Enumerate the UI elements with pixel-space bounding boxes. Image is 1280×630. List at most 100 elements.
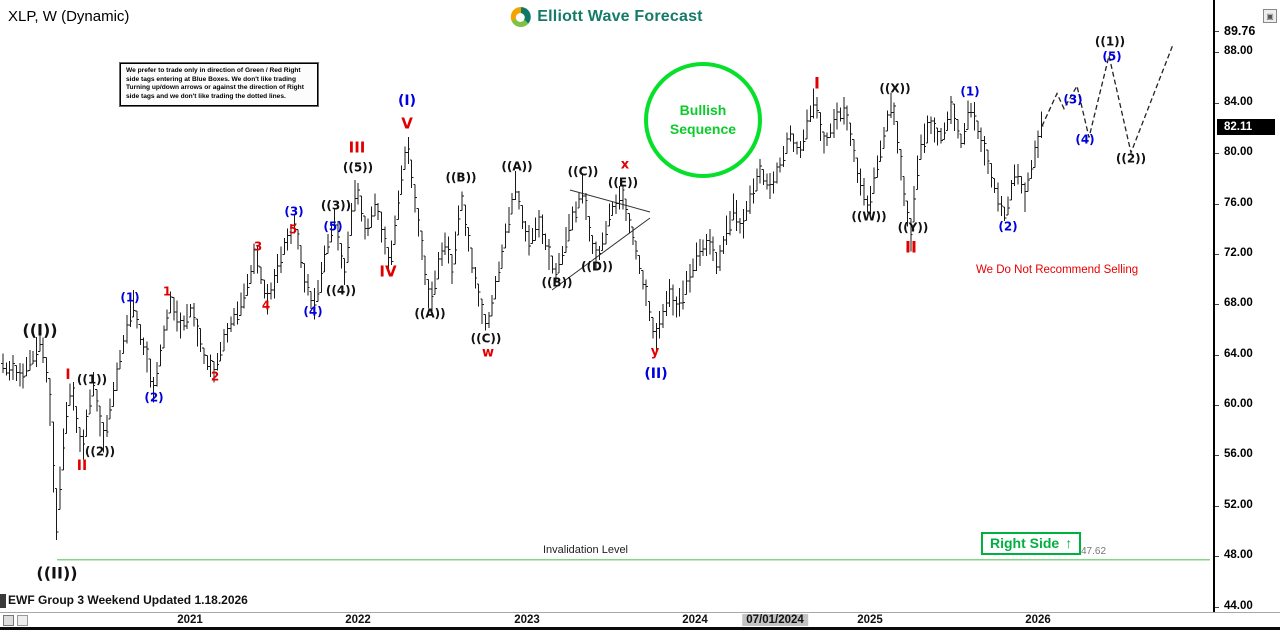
wave-label[interactable]: (II) — [644, 366, 667, 382]
chart-canvas[interactable]: ((I))((II))I ((1))II((2))(1) 1(2)234(3)5(4… — [0, 0, 1213, 612]
wave-label[interactable]: y — [651, 345, 660, 360]
wave-label[interactable]: 3 — [254, 240, 262, 254]
wave-label[interactable]: ((1)) — [1095, 35, 1125, 49]
wave-label[interactable]: (1) — [960, 85, 979, 99]
current-price-tag: 82.11 — [1217, 119, 1275, 135]
wave-label[interactable]: ((II)) — [36, 564, 77, 583]
update-note: EWF Group 3 Weekend Updated 1.18.2026 — [8, 593, 248, 607]
wave-label[interactable]: ((W)) — [851, 210, 886, 224]
wave-label[interactable]: V — [401, 115, 413, 133]
price-axis-label: 80.00 — [1224, 146, 1253, 158]
price-axis-tick — [1215, 506, 1219, 507]
chart-area[interactable]: ((I)) ((II)) I ((1)) II ((2)) (1) 1 (2) 2 3 4 (3) 5 (4… — [0, 0, 1213, 612]
wave-label[interactable]: (I) — [398, 93, 416, 109]
wave-label[interactable]: (5) — [323, 220, 342, 234]
wave-label[interactable]: ((4)) — [326, 284, 356, 298]
wave-label[interactable]: 4 — [262, 299, 270, 313]
price-axis-label: 76.00 — [1224, 197, 1253, 209]
wave-label[interactable]: ((I)) — [22, 321, 57, 340]
window-bottom-edge — [0, 627, 1280, 630]
no-sell-note: We Do Not Recommend Selling — [976, 264, 1139, 276]
wave-label[interactable]: II — [905, 238, 917, 257]
footer-logo-icon — [0, 594, 6, 608]
wave-label[interactable]: ((5)) — [343, 161, 373, 175]
wave-label[interactable]: (3) — [284, 205, 303, 219]
price-axis-label: 88.00 — [1224, 45, 1253, 57]
symbol-title: XLP, W (Dynamic) — [8, 8, 130, 25]
wave-label[interactable]: ((Y)) — [898, 221, 929, 235]
price-axis-label: 68.00 — [1224, 297, 1253, 309]
wave-label[interactable]: ((E)) — [608, 176, 638, 190]
wave-label[interactable]: IV — [379, 263, 397, 281]
wave-label[interactable]: ((D)) — [581, 260, 613, 274]
wave-label[interactable]: x — [621, 158, 630, 173]
wave-label[interactable]: II — [77, 458, 87, 474]
bullish-line2: Sequence — [669, 121, 737, 137]
wave-label[interactable]: ((C)) — [471, 332, 502, 346]
price-axis-tick — [1215, 455, 1219, 456]
price-axis-tick — [1215, 153, 1219, 154]
wave-label[interactable]: (2) — [998, 220, 1017, 234]
price-axis-tick — [1215, 31, 1219, 32]
time-axis-label[interactable]: 2026 — [1025, 614, 1051, 626]
bullish-sequence-badge: Bullish Sequence — [644, 62, 762, 178]
wave-label[interactable]: ((1)) — [77, 373, 107, 387]
price-axis-tick — [1215, 405, 1219, 406]
time-axis-label[interactable]: 2021 — [177, 614, 203, 626]
wave-label[interactable]: ((3)) — [321, 199, 351, 213]
price-axis-tick — [1215, 355, 1219, 356]
time-axis-label[interactable]: 2025 — [857, 614, 883, 626]
wave-label[interactable]: 1 — [163, 285, 171, 299]
wave-label[interactable]: III — [349, 139, 366, 157]
wave-label[interactable]: ((B)) — [541, 276, 572, 290]
brand-name: Elliott Wave Forecast — [537, 8, 703, 25]
wave-label[interactable]: 2 — [211, 370, 219, 384]
price-axis-tick — [1215, 304, 1219, 305]
wave-label[interactable]: 5 — [289, 223, 297, 237]
wave-label[interactable]: (5) — [1102, 50, 1121, 64]
collapse-panel-icon[interactable]: ▣ — [1263, 9, 1277, 23]
calendar-icon[interactable] — [17, 615, 28, 626]
price-axis-label: 72.00 — [1224, 247, 1253, 259]
price-axis-label: 84.00 — [1224, 96, 1253, 108]
disclaimer-box: We prefer to trade only in direction of … — [120, 63, 318, 106]
price-axis-tick — [1215, 204, 1219, 205]
trendline[interactable] — [569, 189, 651, 213]
price-axis[interactable]: 82.11 ▣ 89.76 88.00 84.00 80.00 76.00 72.00 68… — [1213, 0, 1280, 630]
price-axis-label: 48.00 — [1224, 549, 1253, 561]
wave-label[interactable]: I — [65, 367, 70, 383]
price-axis-label: 64.00 — [1224, 348, 1253, 360]
wave-label[interactable]: (4) — [1075, 133, 1094, 147]
wave-label[interactable]: ((B)) — [445, 171, 476, 185]
price-axis-tick — [1215, 607, 1219, 608]
price-axis-tick — [1215, 103, 1219, 104]
wave-label[interactable]: (2) — [144, 391, 163, 405]
price-axis-tick — [1215, 52, 1219, 53]
wave-label[interactable]: ((A)) — [501, 160, 532, 174]
time-axis-selected-date[interactable]: 07/01/2024 — [742, 614, 808, 626]
wave-label[interactable]: ((2)) — [85, 445, 115, 459]
wave-label[interactable]: ((C)) — [568, 165, 599, 179]
wave-label[interactable]: (1) — [120, 291, 139, 305]
time-axis-label[interactable]: 2022 — [345, 614, 371, 626]
price-axis-tick — [1215, 254, 1219, 255]
forecast-path — [1041, 44, 1174, 155]
brand-header: Elliott Wave Forecast — [510, 7, 703, 27]
time-axis-label[interactable]: 2024 — [682, 614, 708, 626]
time-axis-label[interactable]: 2023 — [514, 614, 540, 626]
wave-label[interactable]: (4) — [303, 305, 322, 319]
time-axis-settings-icon[interactable] — [3, 615, 14, 626]
wave-label[interactable]: ((A)) — [414, 307, 445, 321]
wave-label[interactable]: w — [482, 346, 494, 361]
wave-label[interactable]: (3) — [1063, 93, 1082, 107]
wave-label[interactable]: ((X)) — [879, 82, 910, 96]
wave-label[interactable]: ((2)) — [1116, 152, 1146, 166]
invalidation-label: Invalidation Level — [543, 544, 629, 556]
time-axis[interactable]: 2021 2022 2023 2024 07/01/2024 2025 2026 — [0, 612, 1280, 627]
right-side-tag: Right Side ↑ — [981, 532, 1082, 555]
wave-label[interactable]: I — [814, 74, 820, 93]
price-axis-label: 89.76 — [1224, 24, 1256, 38]
price-axis-label: 52.00 — [1224, 499, 1253, 511]
price-bars — [1, 88, 1044, 540]
